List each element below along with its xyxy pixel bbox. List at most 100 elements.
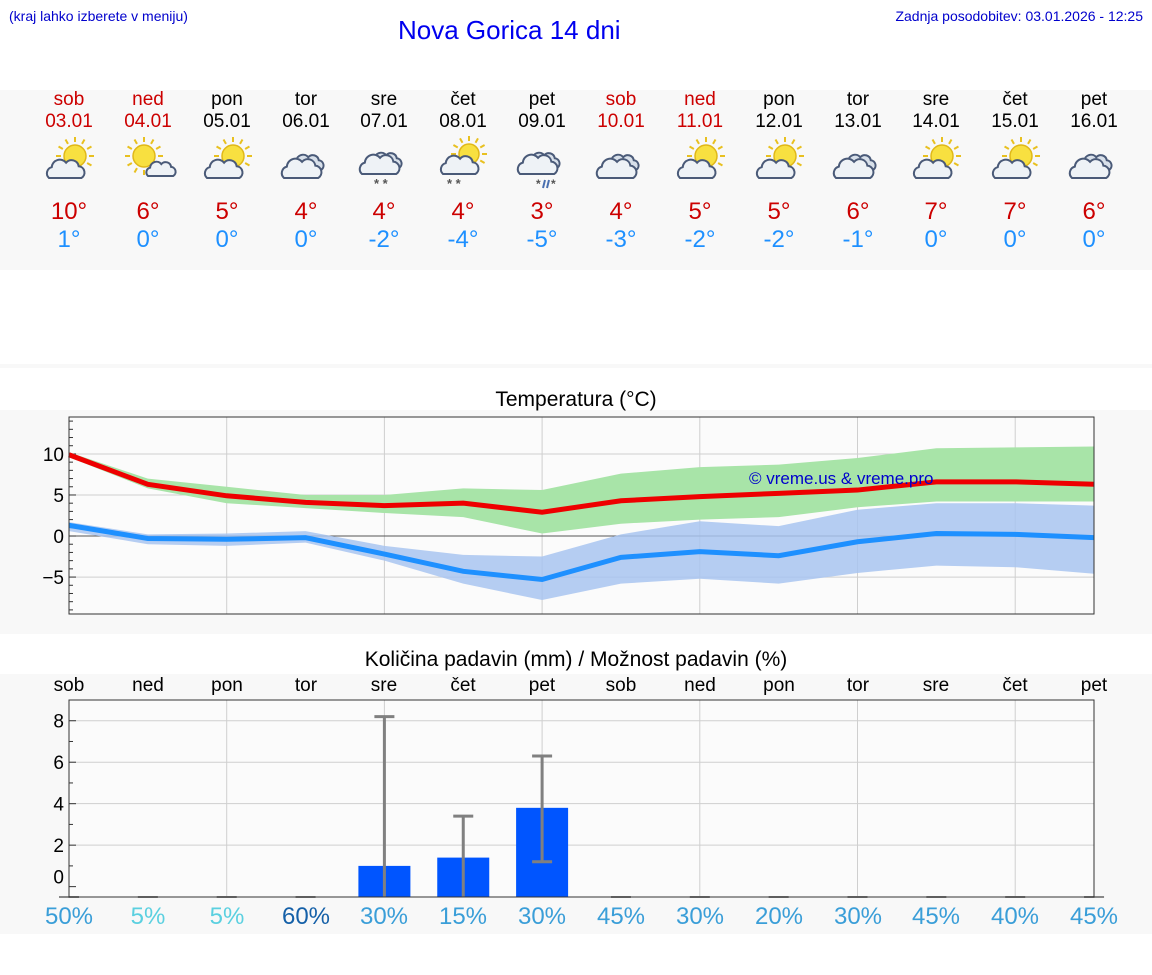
precip-probability: 30% <box>675 903 725 930</box>
precip-chart-title: Količina padavin (mm) / Možnost padavin … <box>364 648 788 671</box>
precip-ytick-label: 8 <box>53 712 64 733</box>
temp-min: -1° <box>842 226 874 253</box>
temp-max: 7° <box>924 198 948 225</box>
precip-probability: 15% <box>438 903 488 930</box>
sun-cloud-icon <box>45 137 94 179</box>
cloudy-icon <box>832 153 877 179</box>
day-date: 16.01 <box>1070 111 1118 132</box>
day-date: 11.01 <box>676 111 724 132</box>
svg-text:* *: * * <box>447 176 462 190</box>
precip-frame <box>68 699 1095 898</box>
temp-min: 0° <box>924 226 948 253</box>
precip-day-label: čet <box>1002 675 1028 696</box>
cloudy-icon <box>1068 153 1113 179</box>
sun-cloud-snow-icon: * * <box>439 136 487 190</box>
cloudy-icon <box>595 153 640 179</box>
temp-min: -2° <box>368 226 400 253</box>
day-name: pon <box>211 89 243 110</box>
day-name: tor <box>846 89 870 110</box>
min-temp-line <box>68 522 1095 583</box>
max-temp-band <box>69 446 1095 534</box>
max-temp-line <box>68 452 1095 515</box>
temp-max: 4° <box>294 198 318 225</box>
precip-probability: 5% <box>209 903 245 930</box>
temp-min: -2° <box>684 226 716 253</box>
precip-day-label: pon <box>763 675 795 696</box>
day-name: sob <box>53 89 85 110</box>
day-name: čet <box>1002 89 1028 110</box>
precip-day-label: pon <box>211 675 243 696</box>
page-title: Nova Gorica 14 dni <box>398 15 621 45</box>
precip-probability: 45% <box>1069 903 1119 930</box>
day-date: 15.01 <box>991 111 1039 132</box>
temp-max: 5° <box>215 198 239 225</box>
precip-day-label: sob <box>605 675 637 696</box>
temp-min: 0° <box>294 226 318 253</box>
temp-min: 1° <box>57 226 81 253</box>
temp-max: 6° <box>846 198 870 225</box>
sun-cloud-icon <box>991 137 1040 179</box>
day-name: sre <box>922 89 950 110</box>
day-name: sob <box>605 89 637 110</box>
day-name: ned <box>132 89 164 110</box>
precip-day-label: tor <box>294 675 318 696</box>
sun-small-cloud-icon <box>125 137 177 177</box>
temp-ytick-label: 0 <box>53 527 64 548</box>
location-hint: (kraj lahko izberete v meniju) <box>9 8 188 24</box>
precip-day-label: sre <box>370 675 398 696</box>
temperature-chart: 10 5 0 −5 © vreme.us & vreme.pro <box>42 416 1095 615</box>
sun-cloud-icon <box>203 137 252 179</box>
temp-max: 7° <box>1003 198 1027 225</box>
day-name: čet <box>450 89 476 110</box>
precip-probability: 30% <box>359 903 409 930</box>
day-name: sre <box>370 89 398 110</box>
precip-ytick-label: 4 <box>53 795 64 816</box>
day-date: 12.01 <box>755 111 803 132</box>
temp-min: 0° <box>1082 226 1106 253</box>
day-date: 09.01 <box>518 111 566 132</box>
temp-max: 3° <box>530 198 554 225</box>
watermark: © vreme.us & vreme.pro <box>749 469 933 488</box>
day-date: 06.01 <box>282 111 330 132</box>
cloud-sleet-icon: * * <box>516 151 561 190</box>
precip-ytick-label: 0 <box>53 868 64 889</box>
temp-max: 4° <box>372 198 396 225</box>
temp-min: -3° <box>605 226 637 253</box>
precip-probability: 30% <box>517 903 567 930</box>
precip-day-label: sob <box>53 675 85 696</box>
precip-day-label: ned <box>684 675 716 696</box>
precip-probability: 30% <box>833 903 883 930</box>
precip-probability: 20% <box>754 903 804 930</box>
precip-probability: 45% <box>911 903 961 930</box>
cloud-snow-icon: * * <box>358 151 403 190</box>
day-date: 08.01 <box>439 111 487 132</box>
precip-day-label: ned <box>132 675 164 696</box>
temp-min: -5° <box>526 226 558 253</box>
day-date: 14.01 <box>912 111 960 132</box>
svg-text:* *: * * <box>374 176 389 190</box>
temp-min: 0° <box>136 226 160 253</box>
day-name: ned <box>684 89 716 110</box>
temp-max: 4° <box>451 198 475 225</box>
temp-max: 6° <box>136 198 160 225</box>
temp-max: 10° <box>50 198 88 225</box>
precip-plot-area <box>69 700 1094 897</box>
day-date: 13.01 <box>834 111 882 132</box>
temp-max: 4° <box>609 198 633 225</box>
temp-max: 5° <box>767 198 791 225</box>
precip-ytick-label: 2 <box>53 836 64 857</box>
precip-day-label: sre <box>922 675 950 696</box>
day-date: 05.01 <box>203 111 251 132</box>
separator <box>0 364 1152 368</box>
day-date: 07.01 <box>360 111 408 132</box>
temp-max: 5° <box>688 198 712 225</box>
temp-ytick-label: 5 <box>53 486 64 507</box>
day-date: 10.01 <box>597 111 645 132</box>
precip-day-label: čet <box>450 675 476 696</box>
day-name: pet <box>1080 89 1108 110</box>
precip-probability: 40% <box>990 903 1040 930</box>
forecast-band <box>0 90 1152 270</box>
svg-text:*: * <box>536 177 541 190</box>
sun-cloud-icon <box>676 137 725 179</box>
